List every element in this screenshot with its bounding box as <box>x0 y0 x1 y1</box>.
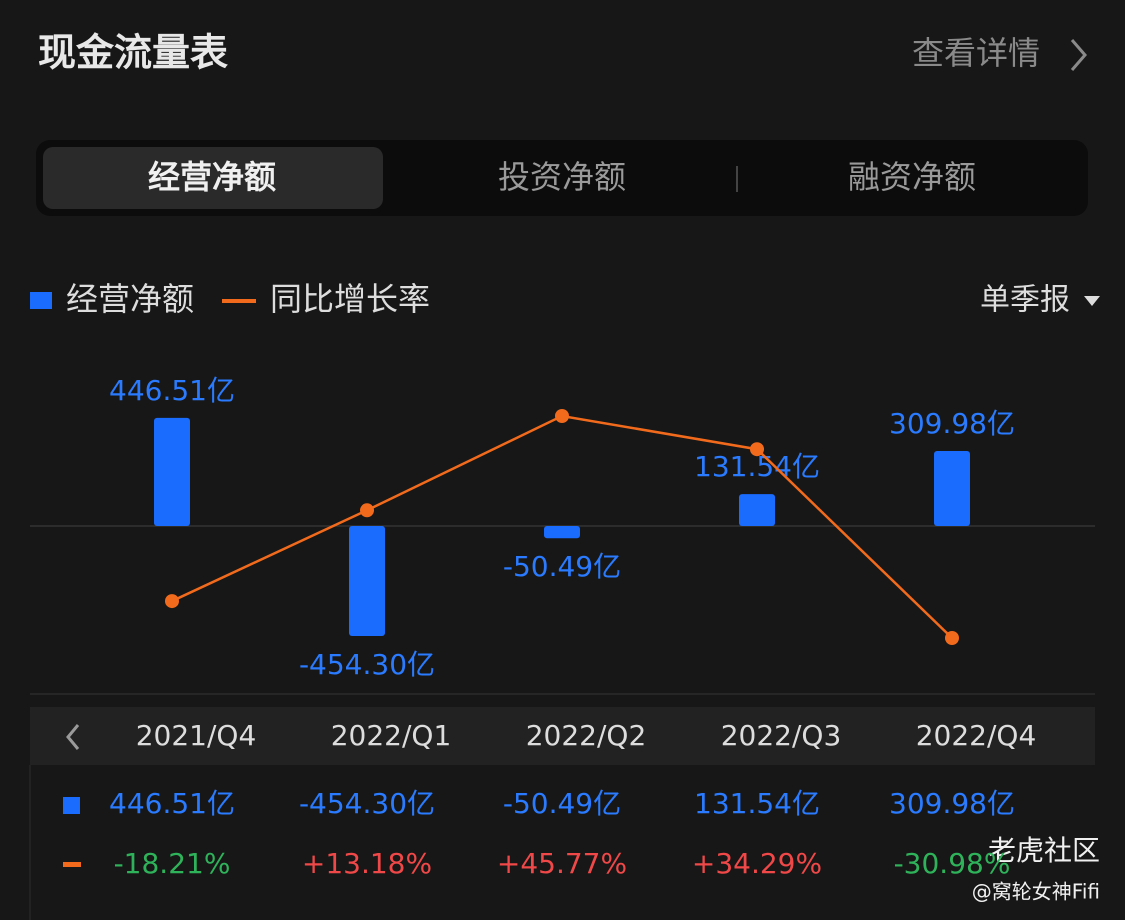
table-header <box>30 707 1095 765</box>
bar-label: -454.30亿 <box>299 648 435 681</box>
line-point <box>555 409 569 423</box>
prev-arrow[interactable] <box>66 724 80 750</box>
table-rate: +34.29% <box>692 847 822 880</box>
tab[interactable]: 经营净额 <box>148 158 276 196</box>
table-value: -50.49亿 <box>503 787 621 820</box>
bar <box>934 450 970 526</box>
table-value: 446.51亿 <box>109 787 235 820</box>
row-icon <box>63 797 80 814</box>
tab[interactable]: 投资净额 <box>498 158 626 196</box>
table-value: -454.30亿 <box>299 787 435 820</box>
table-value: 131.54亿 <box>694 787 820 820</box>
x-tick-label: 2022/Q3 <box>721 719 842 752</box>
title: 现金流量表 <box>38 31 228 75</box>
chevron[interactable] <box>1070 39 1087 71</box>
line-point <box>360 503 374 518</box>
dropdown-arrow[interactable] <box>1084 296 1100 306</box>
tab-selected-bg <box>43 147 383 209</box>
watermark-author: @窝轮女神Fifi <box>972 880 1100 904</box>
detail-link[interactable]: 查看详情 <box>912 34 1040 72</box>
table-rate: +45.77% <box>497 847 627 880</box>
legend-swatch <box>222 299 256 303</box>
table-value: 309.98亿 <box>889 787 1015 820</box>
x-tick-label: 2022/Q1 <box>331 719 452 752</box>
bar-label: -50.49亿 <box>503 550 621 583</box>
table-rate: -18.21% <box>114 847 231 880</box>
legend-label: 同比增长率 <box>270 280 430 318</box>
bar <box>349 526 385 636</box>
x-tick-label: 2022/Q2 <box>526 719 647 752</box>
line-point <box>165 594 179 609</box>
bar <box>739 494 775 526</box>
table-rate: -30.98% <box>894 847 1011 880</box>
row-icon <box>63 862 81 867</box>
tab[interactable]: 融资净额 <box>848 158 976 196</box>
legend-swatch <box>30 292 52 309</box>
table-rate: +13.18% <box>302 847 432 880</box>
bar <box>544 526 580 539</box>
line-point <box>750 442 764 457</box>
bar-label: 309.98亿 <box>889 407 1015 440</box>
x-tick-label: 2021/Q4 <box>136 719 257 752</box>
bar <box>154 417 190 526</box>
x-tick-label: 2022/Q4 <box>916 719 1037 752</box>
watermark-brand: 老虎社区 <box>988 834 1100 867</box>
legend-label: 经营净额 <box>66 280 194 318</box>
line-point <box>945 631 959 645</box>
period-select[interactable]: 单季报 <box>980 283 1070 318</box>
bar-label: 446.51亿 <box>109 374 235 407</box>
